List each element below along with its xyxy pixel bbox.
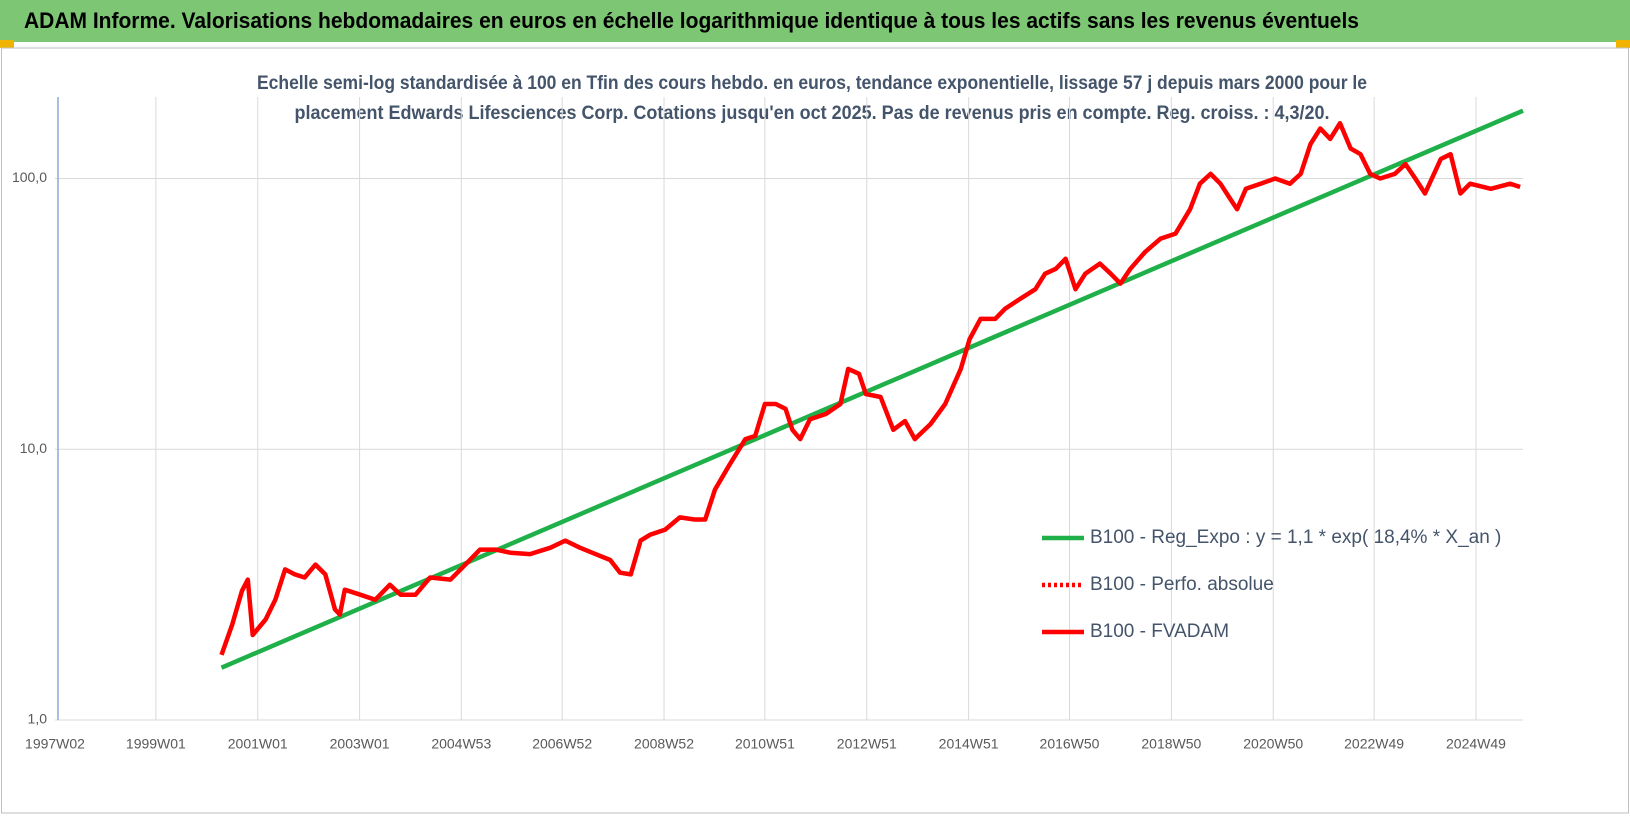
y-tick-label: 10,0 [20, 440, 47, 456]
legend-label: B100 - Reg_Expo : y = 1,1 * exp( 18,4% *… [1090, 527, 1501, 548]
x-tick-label: 2014W51 [939, 736, 999, 752]
x-tick-label: 2020W50 [1243, 736, 1303, 752]
x-tick-label: 2016W50 [1040, 736, 1100, 752]
legend-label: B100 - FVADAM [1090, 621, 1229, 642]
series-line [220, 108, 1524, 670]
x-tick-label: 2010W51 [735, 736, 795, 752]
series-line [219, 120, 1521, 656]
x-tick-label: 2006W52 [532, 736, 592, 752]
page-title: ADAM Informe. Valorisations hebdomadaire… [24, 8, 1359, 33]
y-tick-label: 1,0 [28, 711, 48, 727]
y-tick-label: 100,0 [12, 169, 47, 185]
x-tick-label: 1999W01 [126, 736, 186, 752]
corner-mark [0, 40, 14, 48]
x-tick-label: 2024W49 [1446, 736, 1506, 752]
chart-frame [1, 47, 1629, 814]
x-tick-label: 2008W52 [634, 736, 694, 752]
corner-mark [1616, 40, 1630, 48]
x-tick-label: 2022W49 [1344, 736, 1404, 752]
chart-subtitle: Echelle semi-log standardisée à 100 en T… [257, 73, 1367, 94]
x-tick-label: 1997W02 [25, 736, 85, 752]
legend-label: B100 - Perfo. absolue [1090, 574, 1274, 595]
plot: 1997W02 1999W01 2001W01 2003W01 2004W53 2006W… [12, 97, 1524, 752]
x-tick-label: 2003W01 [330, 736, 390, 752]
header-bar [0, 0, 1630, 42]
x-tick-label: 2018W50 [1141, 736, 1201, 752]
x-tick-label: 2004W53 [431, 736, 491, 752]
x-tick-label: 2012W51 [837, 736, 897, 752]
x-tick-label: 2001W01 [228, 736, 288, 752]
chart-subtitle: placement Edwards Lifesciences Corp. Cot… [295, 103, 1330, 124]
